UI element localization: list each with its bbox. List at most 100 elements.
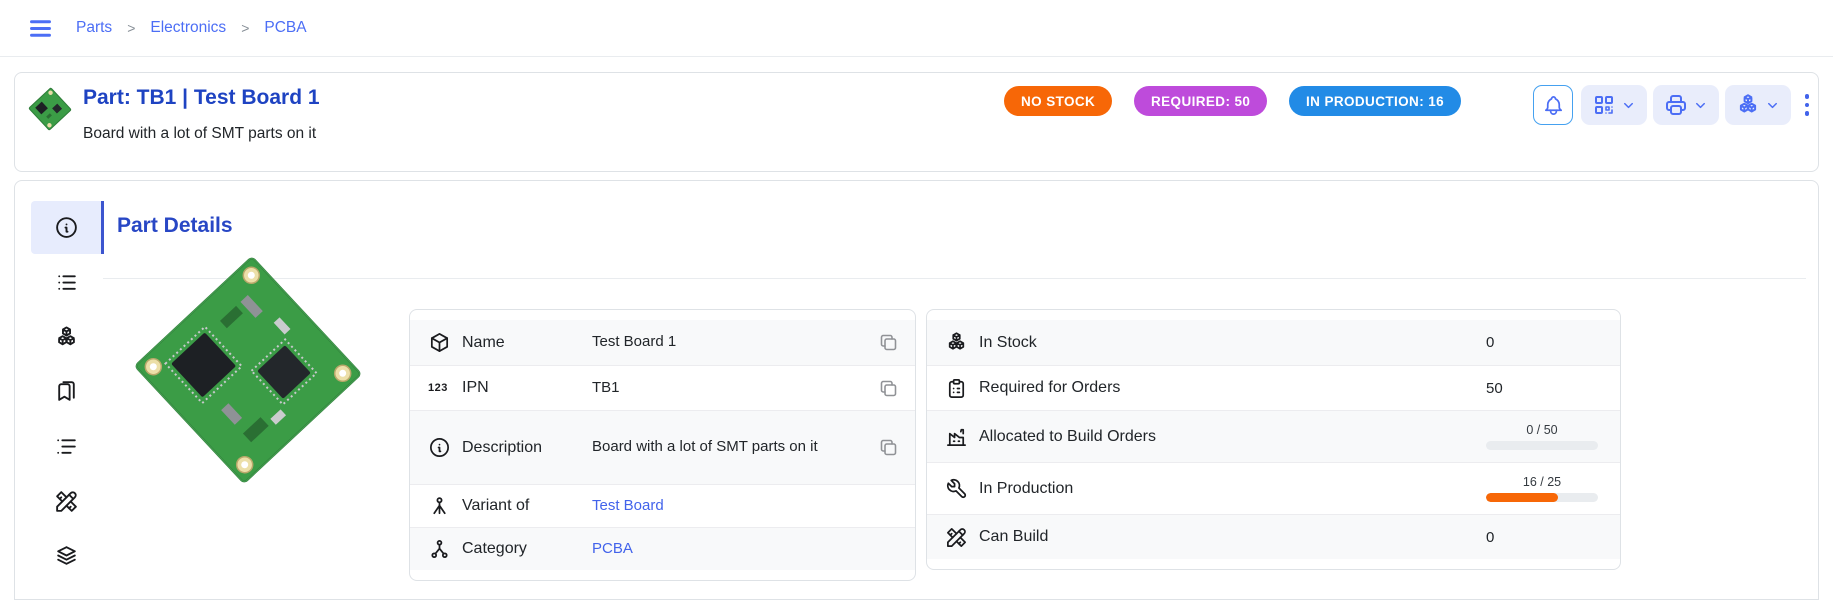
detail-value-description: Board with a lot of SMT parts on it (592, 438, 818, 456)
notifications-button[interactable] (1533, 85, 1573, 125)
copy-button[interactable] (878, 437, 899, 458)
qrcode-icon (1595, 96, 1613, 114)
copy-button[interactable] (878, 332, 899, 353)
print-actions-button[interactable] (1653, 85, 1719, 125)
tab-details[interactable] (31, 201, 101, 254)
stock-actions-button[interactable] (1725, 85, 1791, 125)
progress-track (1486, 441, 1598, 450)
stock-row-in-stock: In Stock 0 (927, 320, 1620, 365)
numbers-123-icon: 123 (428, 382, 448, 394)
status-badge-required: REQUIRED: 50 (1134, 86, 1268, 116)
stock-row-in-production: In Production 16 / 25 (927, 462, 1620, 514)
copy-button[interactable] (878, 378, 899, 399)
stock-row-can-build: Can Build 0 (927, 514, 1620, 559)
detail-label: Variant of (462, 497, 530, 514)
detail-label: Name (462, 333, 505, 351)
building-factory-icon (947, 428, 966, 446)
in-stock-value: 0 (1486, 334, 1495, 351)
breadcrumb-link-electronics[interactable]: Electronics (150, 19, 227, 36)
clipboard-list-icon (948, 378, 965, 398)
part-header-card: Part: TB1 | Test Board 1 Board with a lo… (14, 72, 1819, 172)
part-image[interactable] (121, 253, 376, 488)
breadcrumb-separator: > (127, 20, 136, 36)
part-detail-panel: Part Details (14, 180, 1819, 600)
breadcrumb-link-parts[interactable]: Parts (76, 19, 113, 36)
bell-icon (1544, 95, 1562, 115)
packages-icon (948, 332, 965, 350)
sitemap-icon (431, 539, 448, 558)
stock-row-allocated: Allocated to Build Orders 0 / 50 (927, 410, 1620, 462)
info-circle-icon (55, 217, 77, 238)
copy-icon (880, 334, 897, 351)
tab-stock[interactable] (31, 311, 101, 364)
tab-build[interactable] (31, 475, 101, 528)
tab-allocations[interactable] (31, 420, 101, 473)
detail-label: Category (462, 540, 527, 557)
tab-variants[interactable] (31, 365, 101, 418)
stock-label: Required for Orders (979, 379, 1121, 396)
in-production-progress: 16 / 25 (1486, 475, 1598, 502)
can-build-value: 0 (1486, 528, 1495, 546)
detail-row-ipn: 123 IPN TB1 (410, 365, 915, 410)
menu-icon[interactable] (27, 15, 54, 42)
tool-icon (946, 478, 967, 499)
packages-icon (57, 326, 75, 346)
detail-value-ipn: TB1 (592, 378, 620, 396)
detail-row-name: Name Test Board 1 (410, 320, 915, 365)
stock-label: In Stock (979, 333, 1037, 351)
copy-icon (880, 439, 897, 456)
stock-label: In Production (979, 479, 1074, 497)
more-actions-button[interactable] (1798, 85, 1816, 125)
chevron-down-icon (1696, 102, 1705, 108)
part-details-table: Name Test Board 1 123 IPN TB1 Descriptio… (409, 309, 916, 581)
progress-track (1486, 493, 1598, 502)
in-production-progress-label: 16 / 25 (1522, 475, 1562, 489)
info-circle-icon (430, 438, 449, 457)
copy-icon (880, 380, 897, 396)
detail-row-description: Description Board with a lot of SMT part… (410, 410, 915, 484)
chevron-down-icon (1768, 102, 1777, 108)
allocated-progress-label: 0 / 50 (1526, 423, 1558, 437)
category-link[interactable]: PCBA (592, 539, 633, 557)
section-divider (103, 278, 1806, 279)
stock-label: Allocated to Build Orders (979, 427, 1156, 445)
status-badge-no-stock: NO STOCK (1004, 86, 1113, 116)
active-tab-indicator (101, 201, 104, 254)
progress-fill (1486, 493, 1558, 502)
tools-icon (947, 527, 966, 547)
tools-icon (55, 491, 77, 512)
part-thumbnail-image[interactable] (27, 86, 73, 132)
packages-icon (1739, 94, 1757, 113)
part-stock-table: In Stock 0 Required for Orders 50 Alloca… (926, 309, 1621, 570)
list-details-icon (56, 439, 76, 454)
chevron-down-icon (1624, 102, 1633, 108)
printer-icon (1666, 95, 1686, 115)
breadcrumb-link-pcba[interactable]: PCBA (264, 19, 307, 36)
versions-icon (433, 496, 446, 514)
part-description-subtitle: Board with a lot of SMT parts on it (83, 125, 317, 142)
status-badge-in-production: IN PRODUCTION: 16 (1289, 86, 1462, 116)
detail-row-category: Category PCBA (410, 527, 915, 570)
variant-of-link[interactable]: Test Board (592, 496, 664, 514)
detail-label: Description (462, 438, 543, 456)
list-icon (57, 275, 76, 290)
section-title: Part Details (117, 214, 233, 237)
barcode-actions-button[interactable] (1581, 85, 1647, 125)
breadcrumb: Parts > Electronics > PCBA (76, 19, 307, 37)
breadcrumb-separator: > (241, 20, 250, 36)
page-title: Part: TB1 | Test Board 1 (83, 86, 320, 109)
tab-parameters[interactable] (31, 256, 101, 309)
bookmarks-icon (57, 381, 75, 401)
detail-value-name: Test Board 1 (592, 333, 677, 351)
stock-row-required: Required for Orders 50 (927, 365, 1620, 410)
box-icon (430, 333, 449, 352)
tab-used-in[interactable] (31, 529, 101, 582)
detail-label: IPN (462, 379, 489, 396)
required-for-orders-value: 50 (1486, 379, 1503, 397)
dots-vertical-icon (1804, 94, 1810, 99)
detail-row-variant-of: Variant of Test Board (410, 484, 915, 527)
allocated-progress: 0 / 50 (1486, 423, 1598, 450)
stack-icon (56, 546, 76, 565)
breadcrumb-bar: Parts > Electronics > PCBA (0, 0, 1833, 57)
stock-label: Can Build (979, 528, 1049, 545)
